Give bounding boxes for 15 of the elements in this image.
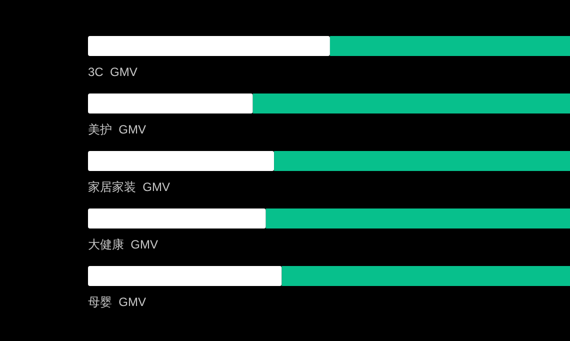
bar bbox=[88, 94, 253, 114]
bar bbox=[88, 266, 282, 286]
bar bbox=[88, 36, 330, 56]
bar bbox=[88, 151, 274, 171]
bar bbox=[274, 151, 570, 171]
y-tick-label: 家居家装 GMV bbox=[88, 180, 170, 194]
y-tick-label: 3C GMV bbox=[88, 65, 138, 79]
y-tick-label: 大健康 GMV bbox=[88, 238, 158, 252]
bar bbox=[330, 36, 570, 56]
y-tick-label: 母婴 GMV bbox=[88, 295, 146, 309]
bar bbox=[252, 94, 570, 114]
bar bbox=[266, 208, 570, 228]
y-tick-label: 美护 GMV bbox=[88, 122, 146, 136]
bar bbox=[282, 266, 570, 286]
bar bbox=[88, 208, 266, 228]
